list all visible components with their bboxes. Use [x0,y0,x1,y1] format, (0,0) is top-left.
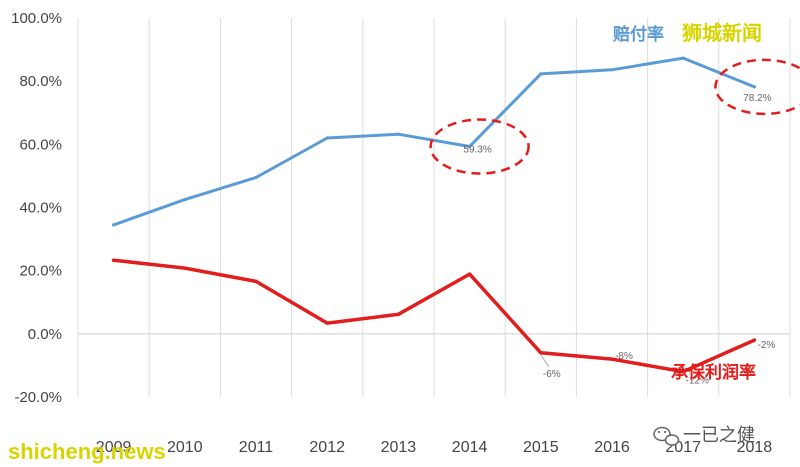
x-tick-label: 2009 [96,439,132,456]
annotation-ellipse [714,58,800,116]
data-point [325,136,329,140]
data-point [610,68,614,72]
x-tick-label: 2013 [381,439,417,456]
watermark-top-right: 狮城新闻 [682,21,762,45]
data-label: -12% [686,376,709,387]
data-point [539,351,543,355]
y-tick-label: 100.0% [11,10,62,27]
data-point [610,357,614,361]
data-label: 59.3% [463,145,491,156]
data-point [112,223,116,227]
data-labels: 59.3% 78.2% -6% -8% -12% -2% [463,93,775,387]
data-point [325,321,329,325]
y-axis: 100.0% 80.0% 60.0% 40.0% 20.0% 0.0% -20.0% [11,10,62,406]
series-line-loss-ratio [112,56,756,227]
x-tick-label: 2015 [523,439,559,456]
data-point [396,312,400,316]
y-tick-label: 80.0% [19,73,62,90]
x-tick-label: 2011 [239,439,274,456]
series-lines [111,56,757,374]
y-tick-label: 20.0% [19,263,62,280]
x-tick-label: 2018 [737,439,773,456]
data-point [752,85,757,89]
y-tick-label: 40.0% [19,200,62,217]
data-point [254,279,258,284]
wechat-account-name: 一已之健 [683,425,755,445]
data-point [183,198,187,202]
data-label: -2% [758,340,776,351]
data-label-leader [540,354,550,368]
data-point [112,258,116,262]
y-tick-label: -20.0% [14,389,62,406]
data-point [183,266,187,270]
y-tick-label: 0.0% [28,326,62,343]
data-point [468,272,472,276]
data-point [254,175,258,180]
x-tick-label: 2010 [167,439,203,456]
y-tick-label: 60.0% [19,136,62,153]
x-axis: 2009 2010 2011 2012 2013 2014 2015 2016 2017 2018 [96,439,772,456]
data-point [681,56,685,60]
x-tick-label: 2012 [309,439,345,456]
data-point [752,338,757,342]
watermark-bottom-left: shicheng.news [8,439,166,464]
data-point [539,72,543,76]
data-label: 78.2% [743,93,771,104]
annotation-ellipse [429,118,530,175]
data-label: -6% [543,369,561,380]
data-point [468,144,472,149]
wechat-icon [653,426,680,446]
series-label-loss-ratio: 赔付率 [613,24,664,44]
annotations [429,58,800,175]
data-point [681,370,685,374]
x-tick-label: 2016 [594,439,630,456]
series-label-underwriting-margin: 承保利润率 [671,362,756,382]
x-tick-label: 2014 [452,439,488,456]
grid [77,18,791,397]
series-line-underwriting-margin [111,258,757,374]
data-label: -8% [615,351,633,362]
data-point [396,132,400,136]
